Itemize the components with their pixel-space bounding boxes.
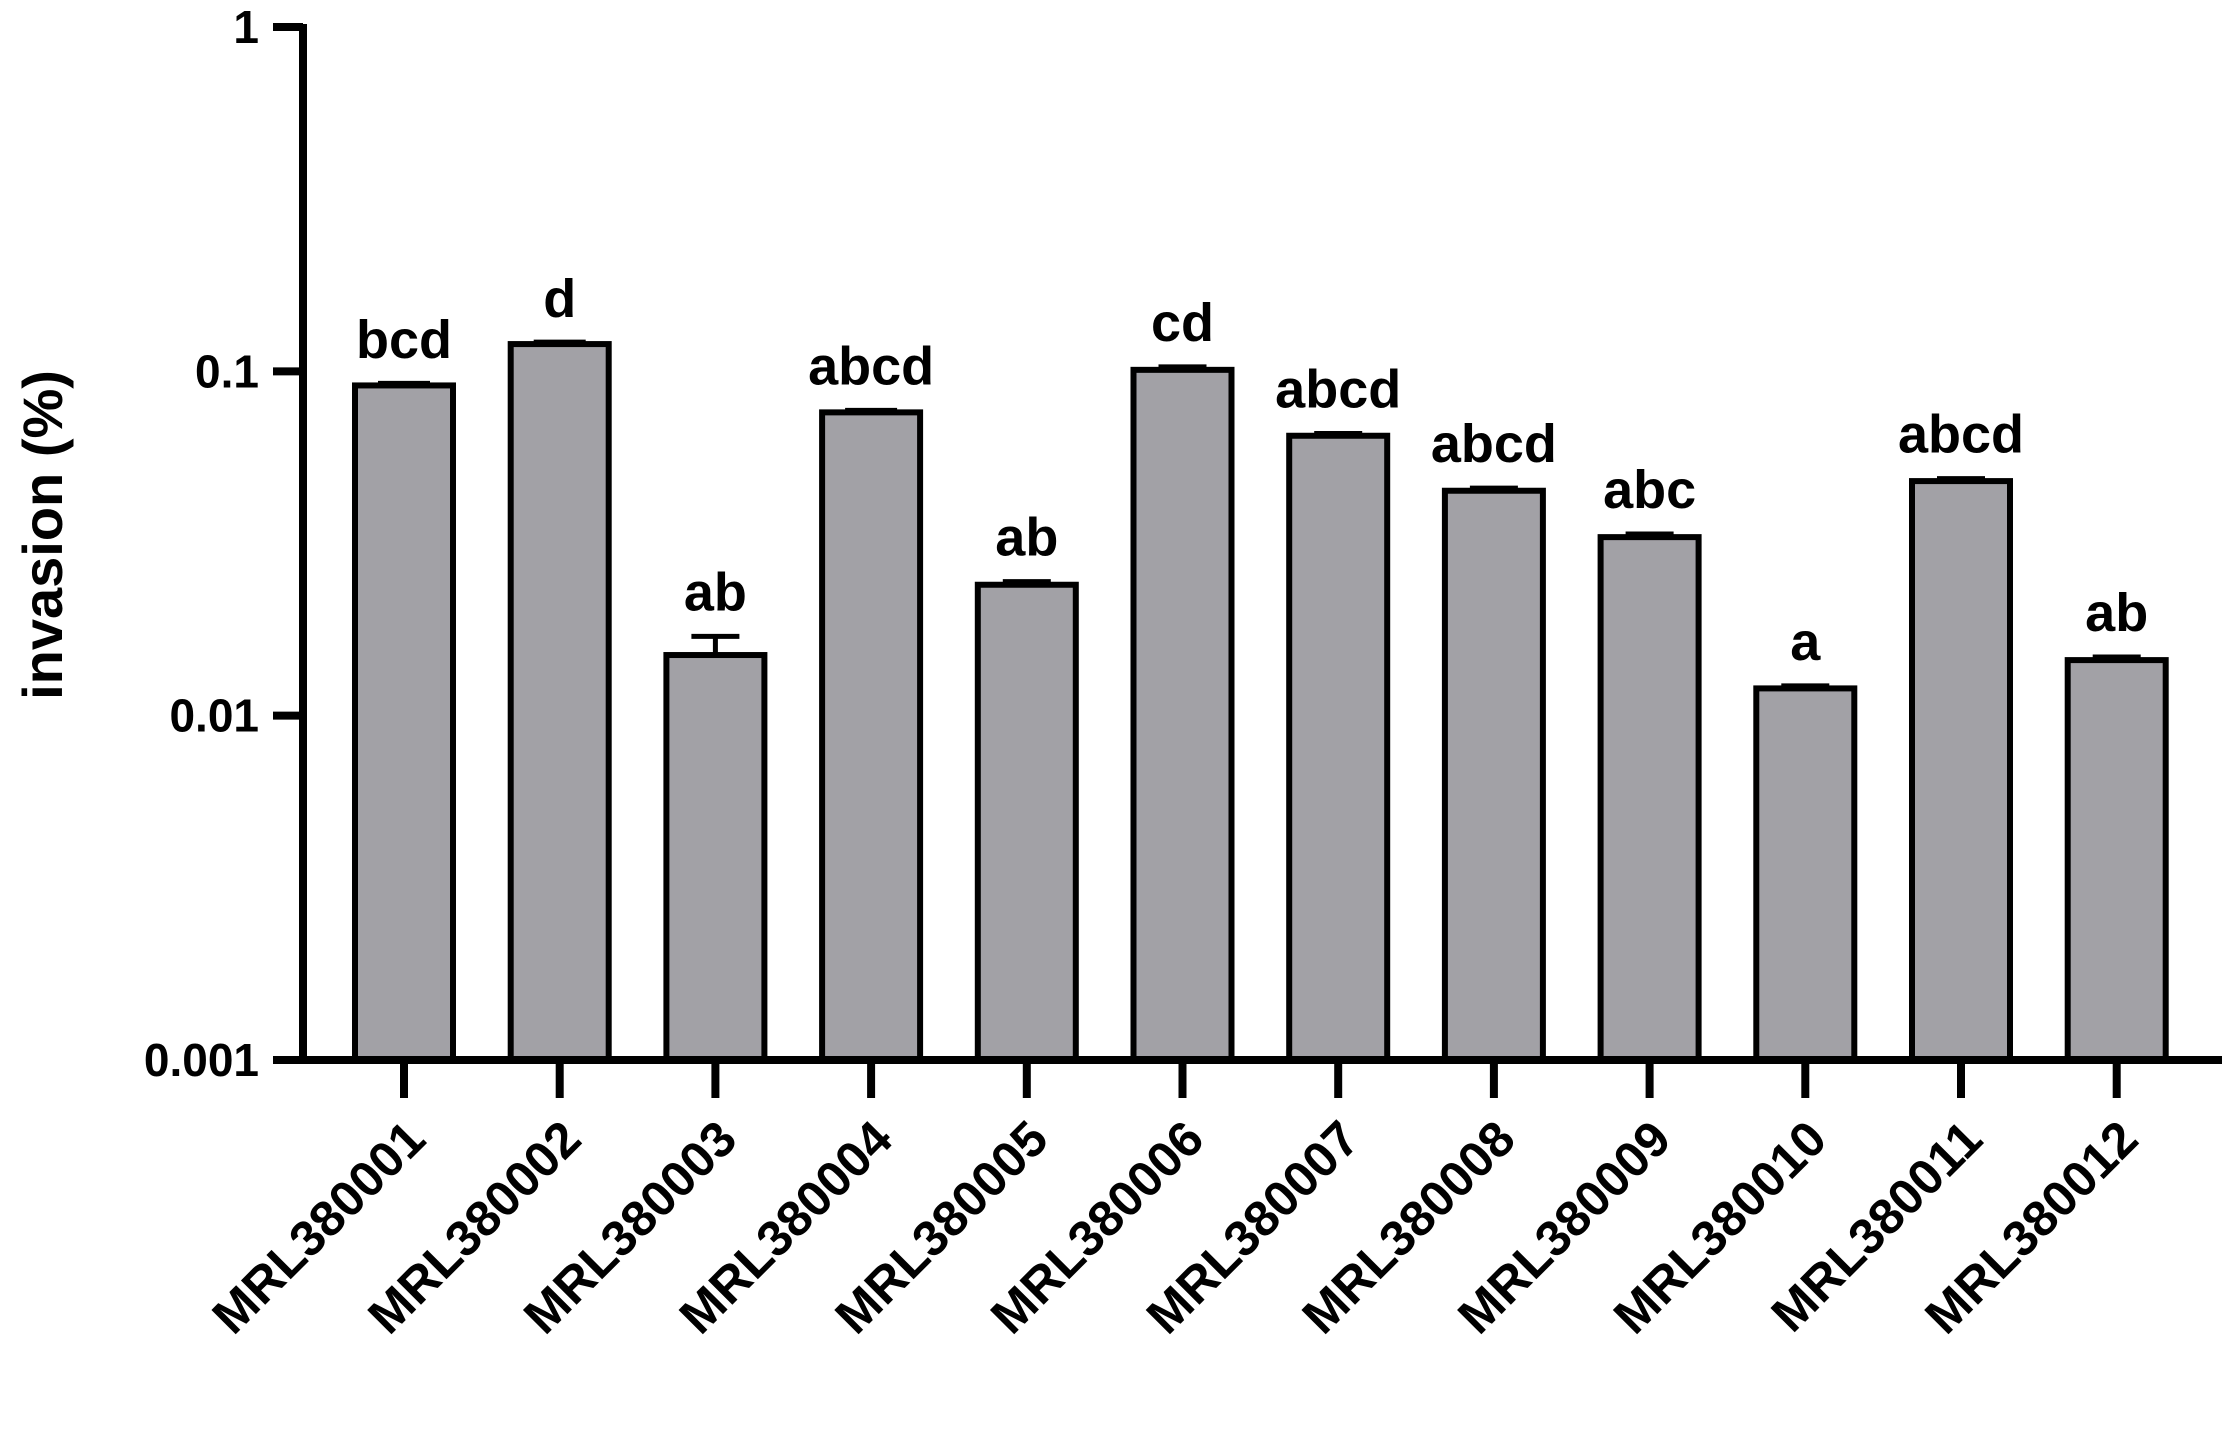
plot-area: bcdMRL380001dMRL380002abMRL380003abcdMRL… — [144, 1, 2222, 1344]
bar — [507, 341, 612, 1063]
bar — [1130, 366, 1235, 1063]
y-tick-label: 0.1 — [195, 345, 259, 397]
bar — [352, 382, 456, 1063]
y-tick-label: 0.01 — [169, 690, 259, 742]
significance-label: abc — [1603, 460, 1696, 520]
bar — [663, 652, 768, 1064]
bar — [819, 409, 924, 1064]
bar — [1286, 432, 1391, 1064]
significance-label: cd — [1151, 293, 1214, 353]
bar — [1753, 685, 1858, 1063]
bar — [2064, 657, 2169, 1063]
bar — [974, 581, 1079, 1063]
y-tick-label: 1 — [233, 1, 259, 53]
y-tick-label: 0.001 — [144, 1034, 259, 1086]
bar — [1597, 534, 1702, 1063]
significance-label: d — [543, 269, 576, 329]
significance-label: ab — [684, 562, 747, 622]
significance-label: abcd — [1431, 414, 1557, 474]
significance-label: bcd — [356, 310, 452, 370]
significance-label: abcd — [808, 336, 934, 396]
significance-label: abcd — [1275, 359, 1401, 419]
bar — [1441, 487, 1546, 1063]
bar — [1909, 478, 2013, 1063]
significance-label: abcd — [1898, 405, 2024, 465]
y-axis-title: invasion (%) — [11, 370, 74, 700]
significance-label: ab — [995, 508, 1058, 568]
significance-label: ab — [2085, 583, 2148, 643]
significance-label: a — [1790, 612, 1821, 672]
